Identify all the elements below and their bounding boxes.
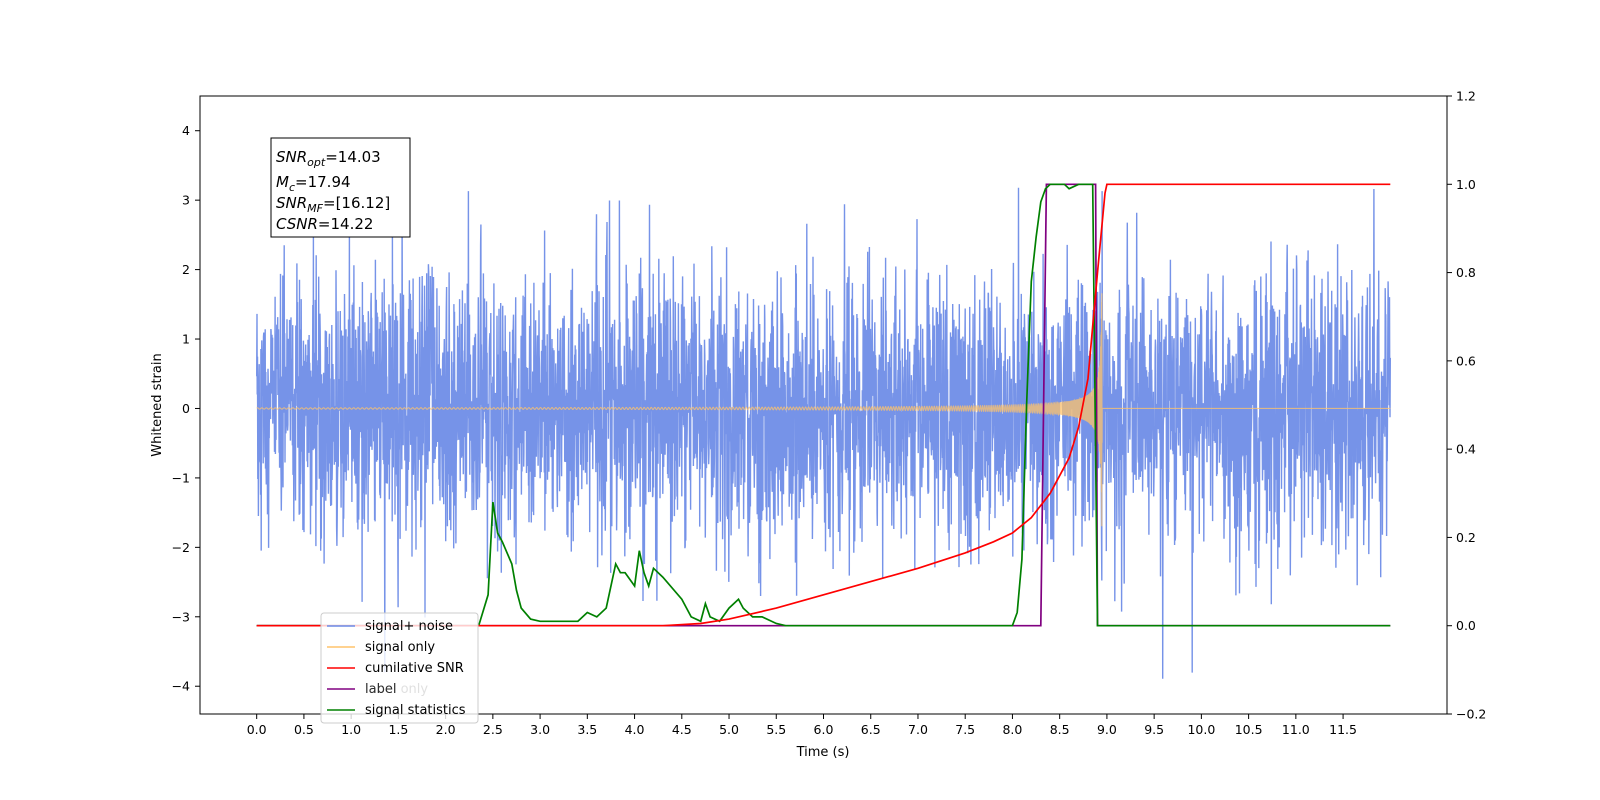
legend-label-label-only-ghost: label only xyxy=(365,682,428,697)
x-tick-label: 3.0 xyxy=(530,722,550,737)
y2-tick-label: 1.0 xyxy=(1456,177,1476,192)
legend-label-label: label xyxy=(365,682,396,697)
info-mc: Mc=17.94 xyxy=(276,173,351,194)
plot-area xyxy=(256,183,1391,679)
y-axis-label: Whitened strain xyxy=(150,353,165,456)
info-snr-opt: SNRopt=14.03 xyxy=(276,148,381,169)
x-tick-label: 1.0 xyxy=(341,722,361,737)
x-tick-label: 4.5 xyxy=(672,722,692,737)
x-tick-label: 10.5 xyxy=(1235,722,1263,737)
y2-tick-label: 0.6 xyxy=(1456,353,1476,368)
x-tick-label: 4.0 xyxy=(625,722,645,737)
axes: 0.0 0.5 1.0 1.5 2.0 2.5 3.0 3.5 4.0 4.5 5.0 5.5 6.0 6… xyxy=(172,89,1487,738)
legend-frame xyxy=(320,612,479,724)
info-box-frame xyxy=(270,137,411,238)
y2-tick-label: 0.4 xyxy=(1456,442,1476,457)
x-tick-label: 2.5 xyxy=(483,722,503,737)
y2-tick-label: 0.8 xyxy=(1456,265,1476,280)
series-signal-only xyxy=(256,293,1391,527)
y-tick-label: 3 xyxy=(182,193,190,208)
y-tick-label: 1 xyxy=(182,332,190,347)
x-tick-label: 6.5 xyxy=(861,722,881,737)
series-signal-statistics xyxy=(256,183,1391,627)
x-tick-label: 9.0 xyxy=(1097,722,1117,737)
x-tick-label: 7.5 xyxy=(955,722,975,737)
y-tick-label: −3 xyxy=(172,609,190,624)
x-tick-label: 7.0 xyxy=(908,722,928,737)
x-tick-label: 5.5 xyxy=(766,722,786,737)
legend: signal+ noise signal only cumilative SNR… xyxy=(320,612,479,724)
x-tick-label: 5.0 xyxy=(719,722,739,737)
y-tick-label: 4 xyxy=(182,123,190,138)
y-tick-label: −4 xyxy=(172,679,190,694)
x-tick-label: 0.0 xyxy=(247,722,267,737)
x-tick-label: 11.5 xyxy=(1329,722,1357,737)
x-tick-label: 11.0 xyxy=(1282,722,1310,737)
x-tick-label: 8.0 xyxy=(1002,722,1022,737)
x-tick-label: 10.0 xyxy=(1187,722,1215,737)
info-snr-mf: SNRMF=[16.12] xyxy=(276,194,390,215)
y2-tick-label: 1.2 xyxy=(1456,89,1476,104)
x-tick-label: 1.5 xyxy=(388,722,408,737)
legend-label-cumulative-snr: cumilative SNR xyxy=(365,661,464,676)
series-signal-noise xyxy=(256,187,1391,679)
x-tick-label: 8.5 xyxy=(1050,722,1070,737)
info-csnr: CSNR=14.22 xyxy=(276,215,373,233)
y-tick-label: −1 xyxy=(172,470,190,485)
y2-tick-label: 0.2 xyxy=(1456,530,1476,545)
x-tick-label: 3.5 xyxy=(577,722,597,737)
y-tick-label: 2 xyxy=(182,262,190,277)
x-tick-label: 9.5 xyxy=(1144,722,1164,737)
legend-label-signal-noise: signal+ noise xyxy=(365,619,453,634)
x-tick-label: 0.5 xyxy=(294,722,314,737)
y-tick-label: 0 xyxy=(182,401,190,416)
x-tick-label: 6.0 xyxy=(814,722,834,737)
info-box: SNRopt=14.03 Mc=17.94 SNRMF=[16.12] CSNR… xyxy=(270,137,411,238)
y2-tick-label: −0.2 xyxy=(1456,707,1486,722)
legend-label-signal-only: signal only xyxy=(365,640,435,655)
y2-tick-label: 0.0 xyxy=(1456,618,1476,633)
x-axis-label: Time (s) xyxy=(796,745,850,760)
series-cumulative-snr xyxy=(256,183,1391,627)
y-tick-label: −2 xyxy=(172,540,190,555)
x-tick-label: 2.0 xyxy=(436,722,456,737)
legend-label-signal-statistics: signal statistics xyxy=(365,703,466,718)
